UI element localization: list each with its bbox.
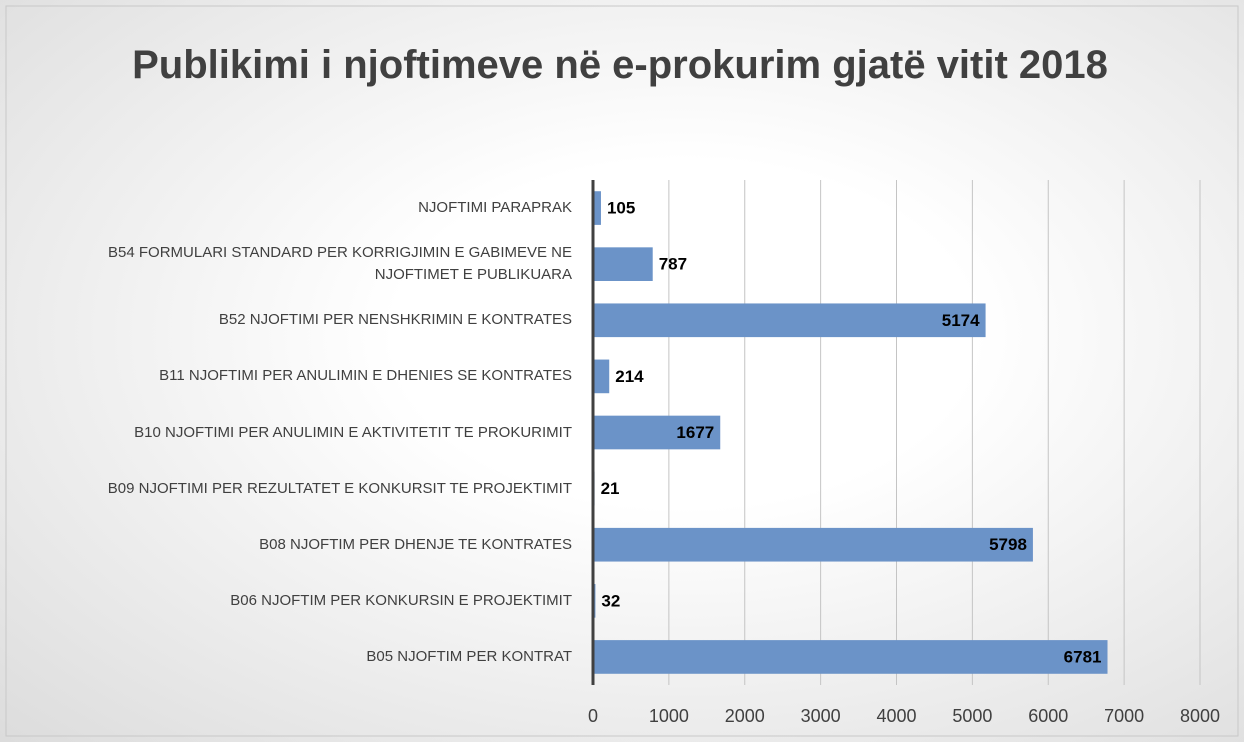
bar (593, 359, 610, 394)
y-tick-label: B06 NJOFTIM PER KONKURSIN E PROJEKTIMIT (230, 591, 572, 609)
y-tick-label: B09 NJOFTIMI PER REZULTATET E KONKURSIT … (107, 479, 572, 497)
data-label: 5174 (942, 311, 980, 330)
x-tick-label: 8000 (1180, 706, 1220, 726)
chart-border (5, 5, 1239, 737)
bar (593, 527, 1033, 562)
bar (593, 247, 653, 281)
y-tick-label: B05 NJOFTIM PER KONTRAT (366, 647, 572, 665)
data-label: 5798 (989, 535, 1027, 554)
x-tick-label: 2000 (725, 706, 765, 726)
data-label: 105 (607, 199, 635, 218)
bar (593, 640, 1108, 674)
x-tick-label: 1000 (649, 706, 689, 726)
data-label: 6781 (1064, 647, 1102, 666)
x-tick-label: 6000 (1028, 706, 1068, 726)
x-tick-label: 0 (588, 706, 598, 726)
y-tick-label: B52 NJOFTIMI PER NENSHKRIMIN E KONTRATES (218, 311, 572, 329)
y-tick-label: NJOFTIMI PARAPRAK (418, 199, 572, 217)
bar (593, 191, 601, 225)
y-tick-label: B11 NJOFTIMI PER ANULIMIN E DHENIES SE K… (159, 367, 572, 385)
data-label: 1677 (676, 423, 714, 442)
bar (593, 303, 986, 338)
data-label: 21 (601, 479, 620, 498)
x-tick-label: 3000 (801, 706, 841, 726)
y-tick-label: B08 NJOFTIM PER DHENJE TE KONTRATES (259, 535, 572, 553)
x-tick-label: 7000 (1104, 706, 1144, 726)
x-tick-label: 5000 (952, 706, 992, 726)
y-tick-label: B54 FORMULARI STANDARD PER KORRIGJIMIN E… (108, 244, 572, 284)
bar (593, 415, 721, 450)
chart-title: Publikimi i njoftimeve në e-prokurim gja… (132, 43, 1108, 87)
data-label: 787 (659, 255, 687, 274)
y-tick-label: B10 NJOFTIMI PER ANULIMIN E AKTIVITETIT … (134, 423, 572, 441)
data-label: 32 (601, 591, 620, 610)
x-tick-label: 4000 (876, 706, 916, 726)
data-label: 214 (615, 367, 644, 386)
